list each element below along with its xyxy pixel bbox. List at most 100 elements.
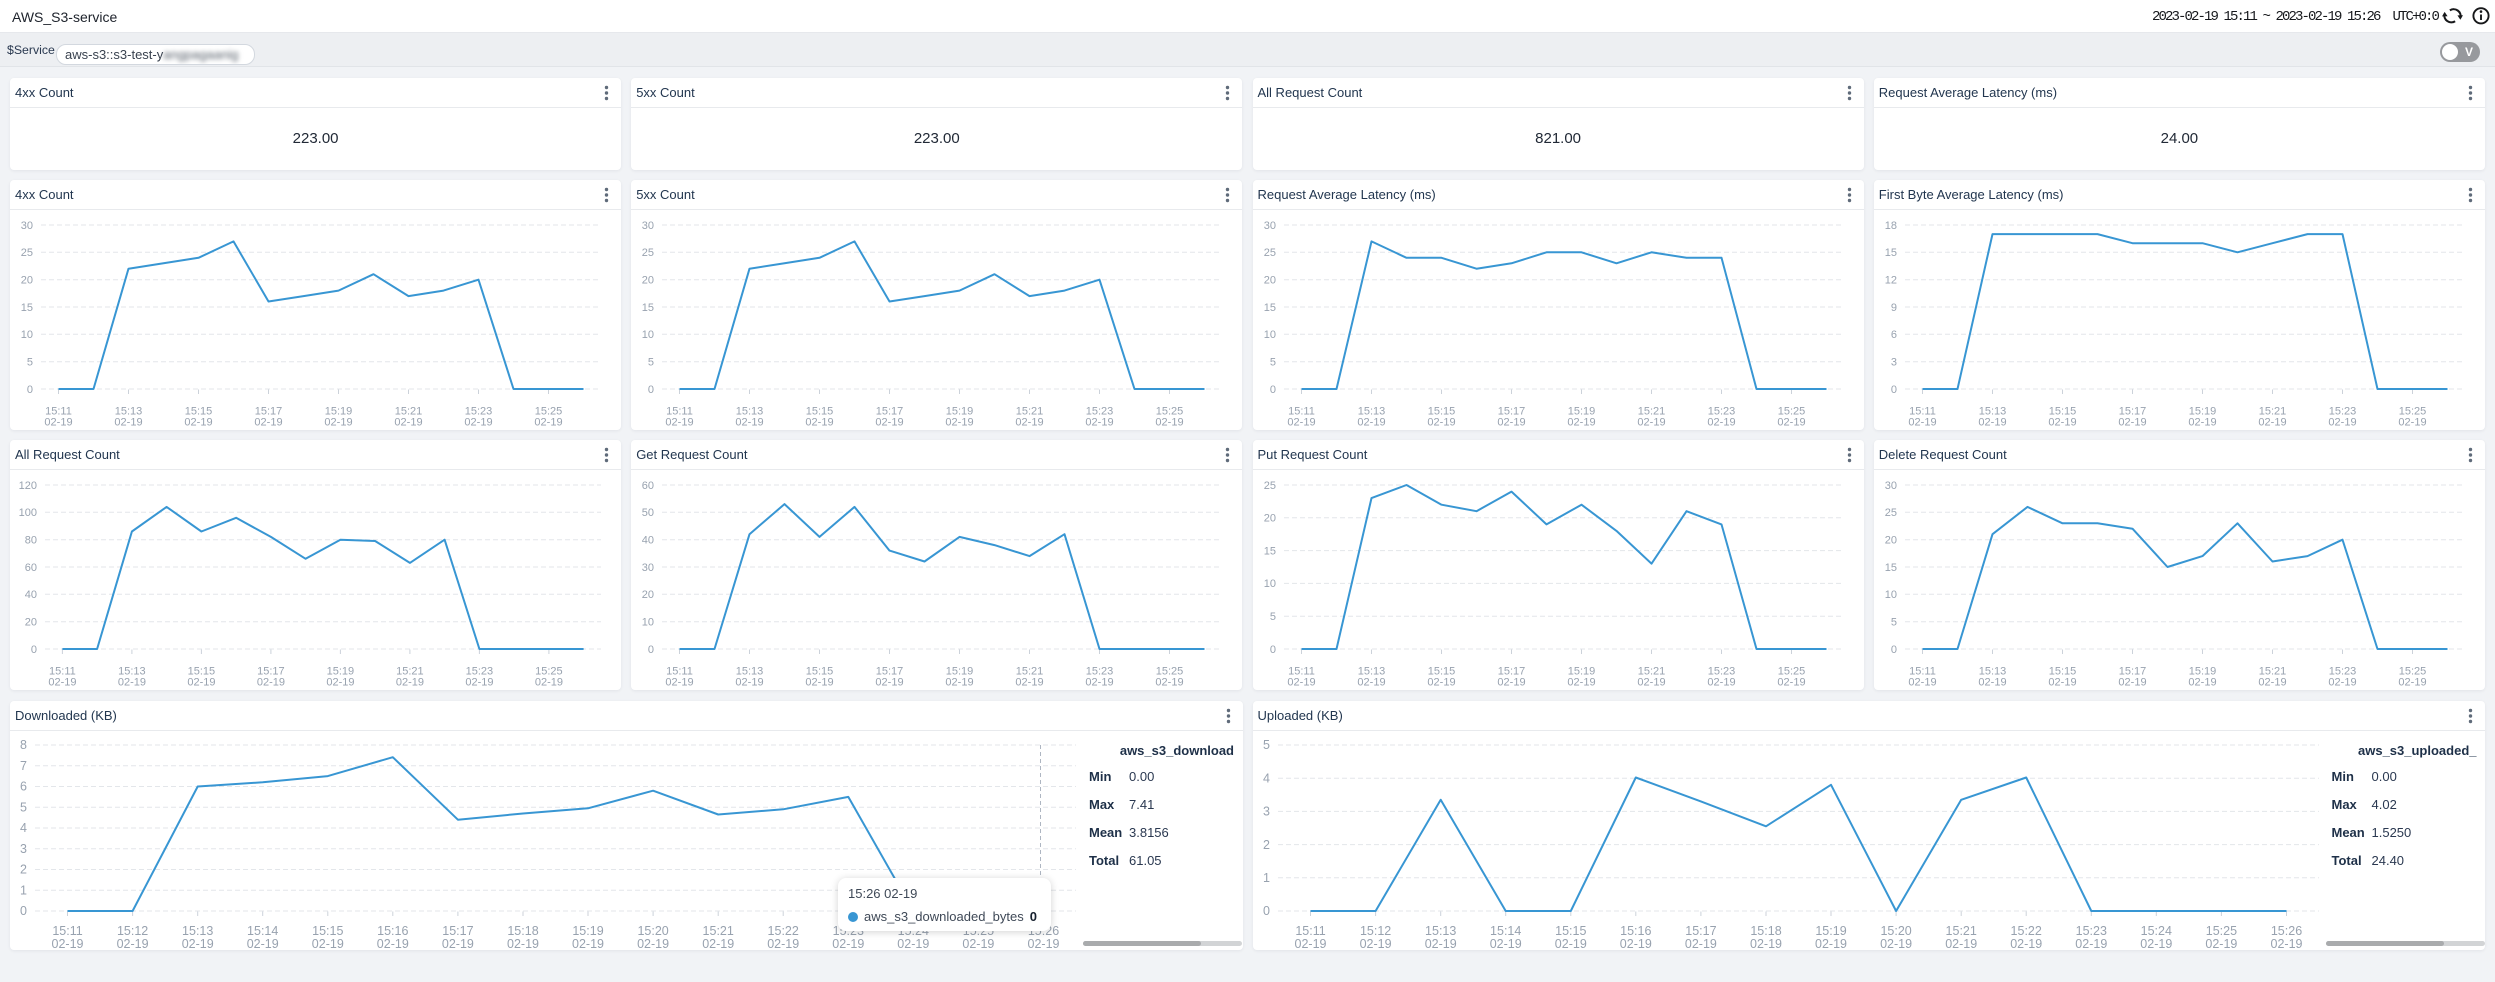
svg-text:02-19: 02-19 [394, 417, 422, 429]
svg-text:15:19: 15:19 [946, 666, 974, 678]
svg-text:7: 7 [20, 759, 27, 773]
svg-text:15:21: 15:21 [396, 666, 424, 678]
svg-text:3: 3 [1263, 805, 1270, 819]
svg-text:5: 5 [20, 801, 27, 815]
svg-text:100: 100 [19, 507, 37, 519]
svg-text:02-19: 02-19 [1016, 677, 1044, 689]
svg-text:15:25: 15:25 [535, 406, 563, 418]
svg-text:02-19: 02-19 [182, 937, 214, 950]
svg-text:15:15: 15:15 [1555, 924, 1586, 938]
svg-text:02-19: 02-19 [52, 937, 84, 950]
svg-text:1: 1 [1263, 871, 1270, 885]
svg-text:10: 10 [21, 329, 33, 341]
svg-text:02-19: 02-19 [1359, 937, 1391, 950]
svg-text:02-19: 02-19 [1777, 677, 1805, 689]
svg-text:02-19: 02-19 [806, 417, 834, 429]
svg-text:02-19: 02-19 [247, 937, 279, 950]
svg-text:15:17: 15:17 [257, 666, 285, 678]
svg-text:15:14: 15:14 [1490, 924, 1521, 938]
svg-text:02-19: 02-19 [1287, 677, 1315, 689]
svg-text:50: 50 [642, 507, 654, 519]
svg-text:02-19: 02-19 [1684, 937, 1716, 950]
svg-text:20: 20 [25, 617, 37, 629]
svg-text:02-19: 02-19 [2205, 937, 2237, 950]
svg-text:02-19: 02-19 [2010, 937, 2042, 950]
svg-text:15:19: 15:19 [946, 406, 974, 418]
svg-text:5: 5 [1891, 617, 1897, 629]
svg-text:02-19: 02-19 [637, 937, 669, 950]
svg-text:02-19: 02-19 [1427, 677, 1455, 689]
svg-text:02-19: 02-19 [257, 677, 285, 689]
svg-text:15:17: 15:17 [1685, 924, 1716, 938]
svg-text:02-19: 02-19 [534, 417, 562, 429]
svg-text:15:19: 15:19 [2189, 406, 2217, 418]
svg-text:15: 15 [21, 302, 33, 314]
svg-text:15:21: 15:21 [395, 406, 423, 418]
svg-text:15:13: 15:13 [1357, 666, 1385, 678]
svg-text:0: 0 [31, 644, 37, 656]
svg-text:0: 0 [1269, 644, 1275, 656]
svg-text:15:23: 15:23 [1707, 406, 1735, 418]
svg-text:02-19: 02-19 [324, 417, 352, 429]
svg-text:02-19: 02-19 [535, 677, 563, 689]
svg-text:02-19: 02-19 [1086, 417, 1114, 429]
svg-text:02-19: 02-19 [1497, 417, 1525, 429]
svg-text:15:22: 15:22 [768, 924, 799, 938]
svg-text:02-19: 02-19 [666, 677, 694, 689]
svg-text:30: 30 [21, 220, 33, 232]
svg-text:02-19: 02-19 [2258, 417, 2286, 429]
svg-text:15:21: 15:21 [1016, 406, 1044, 418]
svg-text:30: 30 [642, 562, 654, 574]
svg-text:0: 0 [27, 384, 33, 396]
svg-text:15:20: 15:20 [637, 924, 668, 938]
svg-text:15:21: 15:21 [2259, 666, 2287, 678]
svg-text:02-19: 02-19 [2328, 417, 2356, 429]
svg-text:02-19: 02-19 [572, 937, 604, 950]
svg-text:15:13: 15:13 [1357, 406, 1385, 418]
svg-text:15:17: 15:17 [2119, 666, 2147, 678]
svg-text:10: 10 [1263, 578, 1275, 590]
svg-text:15:15: 15:15 [188, 666, 216, 678]
svg-text:25: 25 [21, 247, 33, 259]
svg-text:6: 6 [1891, 329, 1897, 341]
svg-text:15:21: 15:21 [2259, 406, 2287, 418]
svg-text:3: 3 [1891, 357, 1897, 369]
svg-text:20: 20 [1263, 513, 1275, 525]
svg-text:02-19: 02-19 [1978, 677, 2006, 689]
svg-text:02-19: 02-19 [1908, 677, 1936, 689]
svg-text:02-19: 02-19 [1554, 937, 1586, 950]
svg-text:12: 12 [1885, 275, 1897, 287]
svg-text:0: 0 [1263, 904, 1270, 918]
svg-text:02-19: 02-19 [465, 677, 493, 689]
svg-text:15:19: 15:19 [1567, 666, 1595, 678]
svg-text:02-19: 02-19 [1028, 937, 1060, 950]
svg-text:02-19: 02-19 [946, 417, 974, 429]
svg-text:15:21: 15:21 [1016, 666, 1044, 678]
svg-text:15:15: 15:15 [312, 924, 343, 938]
svg-text:60: 60 [25, 562, 37, 574]
svg-text:02-19: 02-19 [2118, 677, 2146, 689]
svg-text:60: 60 [642, 480, 654, 492]
svg-text:15:26: 15:26 [2270, 924, 2301, 938]
svg-text:15:17: 15:17 [442, 924, 473, 938]
svg-text:15: 15 [1885, 562, 1897, 574]
svg-text:0: 0 [648, 384, 654, 396]
svg-text:02-19: 02-19 [312, 937, 344, 950]
svg-text:02-19: 02-19 [187, 677, 215, 689]
svg-text:15:17: 15:17 [876, 666, 904, 678]
svg-text:02-19: 02-19 [1294, 937, 1326, 950]
svg-text:15:13: 15:13 [736, 666, 764, 678]
svg-text:15:13: 15:13 [118, 666, 146, 678]
svg-text:15:21: 15:21 [1637, 666, 1665, 678]
svg-text:02-19: 02-19 [806, 677, 834, 689]
svg-text:2: 2 [20, 863, 27, 877]
svg-text:30: 30 [1263, 220, 1275, 232]
svg-text:15:17: 15:17 [876, 406, 904, 418]
svg-text:02-19: 02-19 [1287, 417, 1315, 429]
svg-text:02-19: 02-19 [1707, 417, 1735, 429]
svg-text:20: 20 [1885, 535, 1897, 547]
svg-text:02-19: 02-19 [1016, 417, 1044, 429]
svg-text:10: 10 [642, 617, 654, 629]
svg-text:15:21: 15:21 [1945, 924, 1976, 938]
svg-text:15:15: 15:15 [2049, 666, 2077, 678]
